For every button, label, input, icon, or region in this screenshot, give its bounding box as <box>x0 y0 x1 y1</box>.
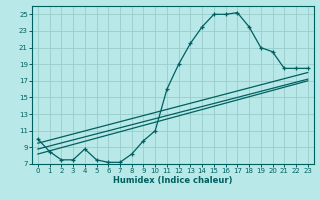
X-axis label: Humidex (Indice chaleur): Humidex (Indice chaleur) <box>113 176 233 185</box>
